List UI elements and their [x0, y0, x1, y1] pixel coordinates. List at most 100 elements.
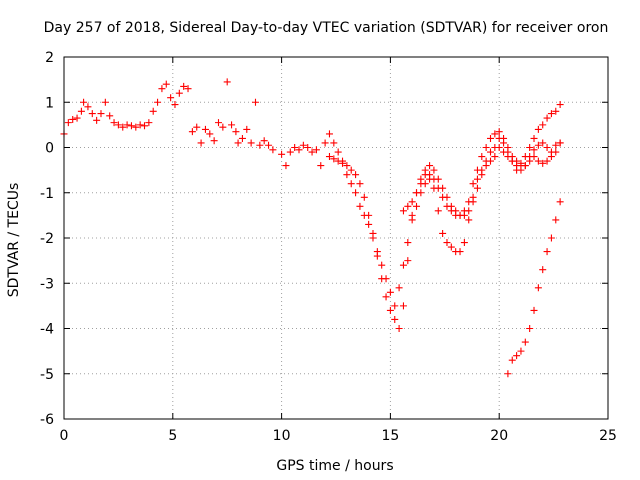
data-point	[404, 239, 412, 247]
x-tick-label: 25	[599, 428, 617, 444]
data-point	[500, 148, 508, 156]
data-point	[404, 257, 412, 265]
data-point	[430, 166, 438, 174]
y-tick-label: -1	[40, 186, 54, 202]
data-point	[145, 119, 153, 127]
data-point	[456, 248, 464, 256]
data-point	[206, 130, 214, 138]
data-point	[534, 284, 542, 292]
chart-title: Day 257 of 2018, Sidereal Day-to-day VTE…	[44, 20, 609, 36]
data-point	[260, 137, 268, 145]
x-tick-label: 0	[60, 428, 69, 444]
data-point	[508, 356, 516, 364]
data-point	[443, 193, 451, 201]
data-point	[556, 101, 564, 109]
data-point	[530, 134, 538, 142]
data-point	[391, 315, 399, 323]
data-point	[543, 144, 551, 151]
data-point	[491, 130, 499, 138]
data-point	[69, 115, 77, 123]
data-point	[473, 175, 481, 183]
data-point	[382, 275, 390, 283]
series-late	[399, 139, 564, 219]
data-point	[330, 139, 338, 147]
data-point	[508, 157, 516, 165]
y-tick-label: 1	[45, 95, 54, 111]
data-point	[184, 85, 192, 93]
data-point	[426, 162, 434, 170]
data-point	[214, 119, 222, 127]
grid-lines	[64, 57, 608, 419]
data-point	[119, 123, 127, 131]
data-point	[539, 266, 547, 274]
data-point	[539, 159, 547, 167]
data-point	[106, 112, 114, 120]
data-point	[478, 171, 486, 179]
data-point	[521, 162, 529, 170]
data-point	[495, 134, 503, 142]
series-tail	[504, 198, 564, 378]
plot-frame	[63, 56, 609, 420]
data-point	[421, 171, 429, 179]
y-tick-label: -2	[40, 231, 54, 247]
data-point	[247, 139, 255, 147]
data-point	[552, 107, 560, 115]
data-point	[356, 180, 364, 188]
data-point	[473, 184, 481, 192]
data-point	[547, 110, 555, 118]
data-point	[517, 166, 525, 174]
data-point	[360, 193, 368, 201]
data-point	[167, 94, 175, 102]
data-point	[417, 180, 425, 188]
data-point	[386, 288, 394, 296]
data-point	[539, 121, 547, 129]
data-point	[552, 141, 560, 149]
x-tick-label: 20	[490, 428, 508, 444]
data-point	[321, 139, 329, 147]
data-point	[193, 123, 201, 131]
x-tick-label: 10	[273, 428, 291, 444]
data-point	[347, 180, 355, 188]
tick-labels: 0 5 10 15 20 25 -6 -5 -4 -3 -2 -1 0 1 2	[40, 50, 617, 444]
data-point	[452, 207, 460, 215]
data-point	[110, 119, 118, 127]
data-point	[504, 153, 512, 161]
data-point	[478, 153, 486, 161]
x-tick-label: 15	[381, 428, 399, 444]
x-axis-label: GPS time / hours	[276, 458, 393, 474]
data-point	[378, 261, 386, 269]
data-point	[343, 171, 351, 179]
y-tick-label: -5	[40, 367, 54, 383]
data-point	[365, 220, 373, 228]
data-point	[395, 325, 403, 332]
data-point	[88, 110, 96, 118]
data-point	[552, 216, 560, 224]
data-point	[469, 180, 477, 188]
y-tick-label: -4	[40, 322, 54, 338]
data-point	[408, 198, 416, 206]
data-point	[469, 198, 477, 206]
data-point	[386, 306, 394, 314]
data-point	[491, 153, 499, 161]
data-point	[97, 110, 105, 118]
data-point	[556, 198, 564, 206]
data-point	[101, 98, 109, 106]
data-point	[482, 144, 490, 151]
x-tick-label: 5	[168, 428, 177, 444]
data-point	[188, 128, 196, 136]
data-point	[426, 175, 434, 183]
data-markers	[60, 78, 564, 378]
data-point	[543, 157, 551, 165]
data-point	[132, 123, 140, 131]
y-tick-label: 0	[45, 141, 54, 157]
data-point	[80, 98, 88, 106]
data-point	[486, 157, 494, 165]
data-point	[369, 234, 377, 242]
data-point	[526, 144, 534, 151]
data-point	[521, 338, 529, 346]
data-point	[330, 155, 338, 163]
data-point	[197, 139, 205, 147]
data-point	[325, 130, 333, 138]
data-point	[460, 239, 468, 247]
